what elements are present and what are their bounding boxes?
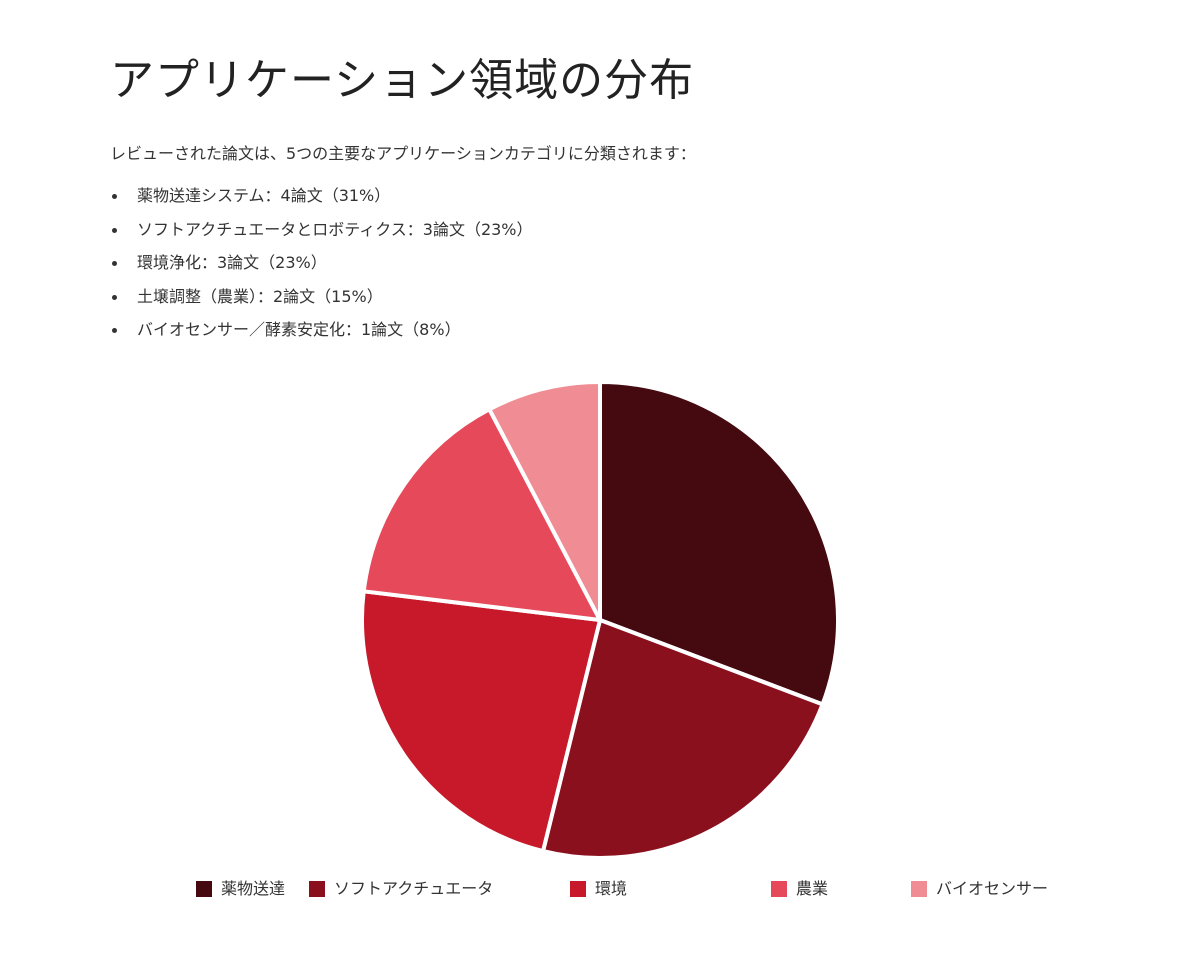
category-list: 薬物送達システム：4論文（31%） ソフトアクチュエータとロボティクス：3論文（… [110, 184, 533, 352]
list-item-text: ソフトアクチュエータとロボティクス：3論文（23%） [137, 219, 533, 239]
list-item: バイオセンサー／酵素安定化：1論文（8%） [110, 318, 533, 352]
list-item: ソフトアクチュエータとロボティクス：3論文（23%） [110, 218, 533, 252]
bullet-icon [112, 194, 117, 199]
list-item-text: 薬物送達システム：4論文（31%） [137, 186, 391, 205]
legend-item[interactable]: 薬物送達 [196, 880, 285, 898]
list-item-text: 土壌調整（農業）：2論文（15%） [137, 286, 383, 306]
pie-slice-3[interactable] [360, 589, 602, 854]
legend-item[interactable]: 環境 [570, 880, 627, 898]
legend-swatch [771, 881, 787, 897]
legend-label: 環境 [595, 879, 628, 898]
legend-label: 薬物送達 [221, 879, 286, 898]
list-item-text: 環境浄化：3論文（23%） [137, 253, 327, 272]
list-item: 土壌調整（農業）：2論文（15%） [110, 285, 533, 319]
pie-slice-1[interactable] [598, 380, 840, 707]
page-title: アプリケーション領域の分布 [110, 55, 695, 106]
legend-label: バイオセンサー [936, 879, 1049, 898]
legend-item[interactable]: ソフトアクチュエータ [309, 880, 493, 898]
legend-label: ソフトアクチュエータ [334, 879, 494, 898]
legend-label: 農業 [796, 879, 829, 898]
list-item: 薬物送達システム：4論文（31%） [110, 184, 533, 218]
legend-item[interactable]: バイオセンサー [911, 880, 1048, 898]
bullet-icon [112, 227, 117, 233]
pie-slice-5[interactable] [487, 380, 602, 622]
legend-swatch [570, 881, 586, 897]
list-item-text: バイオセンサー／酵素安定化：1論文（8%） [137, 320, 461, 339]
pie-slice-4[interactable] [361, 407, 602, 622]
legend-swatch [911, 881, 927, 897]
legend-swatch [309, 881, 325, 897]
intro-text: レビューされた論文は、5つの主要なアプリケーションカテゴリに分類されます： [110, 144, 696, 163]
legend-swatch [196, 881, 212, 897]
pie-slice-2[interactable] [541, 618, 825, 860]
legend-item[interactable]: 農業 [771, 880, 828, 898]
bullet-icon [112, 294, 117, 300]
bullet-icon [112, 328, 117, 333]
bullet-icon [112, 261, 117, 266]
list-item: 環境浄化：3論文（23%） [110, 251, 533, 285]
